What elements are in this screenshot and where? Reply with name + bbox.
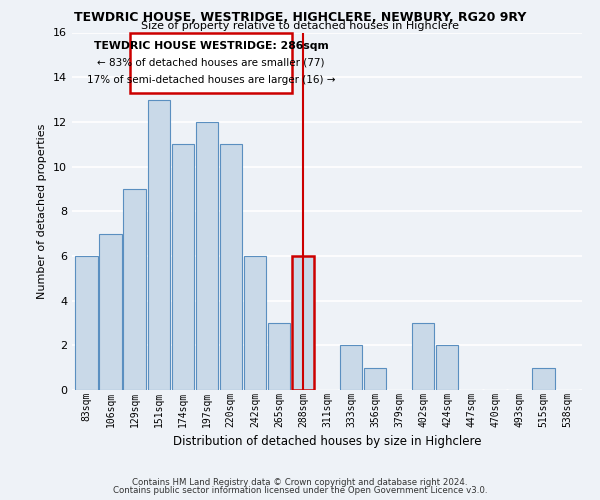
Text: Size of property relative to detached houses in Highclere: Size of property relative to detached ho… <box>141 21 459 31</box>
Y-axis label: Number of detached properties: Number of detached properties <box>37 124 47 299</box>
Text: TEWDRIC HOUSE WESTRIDGE: 286sqm: TEWDRIC HOUSE WESTRIDGE: 286sqm <box>94 41 328 51</box>
Text: Contains HM Land Registry data © Crown copyright and database right 2024.: Contains HM Land Registry data © Crown c… <box>132 478 468 487</box>
Bar <box>292 256 314 390</box>
Bar <box>340 346 362 390</box>
Bar <box>100 234 122 390</box>
Bar <box>172 144 194 390</box>
Bar <box>268 323 290 390</box>
Text: 17% of semi-detached houses are larger (16) →: 17% of semi-detached houses are larger (… <box>86 74 335 85</box>
Bar <box>412 323 434 390</box>
Text: TEWDRIC HOUSE, WESTRIDGE, HIGHCLERE, NEWBURY, RG20 9RY: TEWDRIC HOUSE, WESTRIDGE, HIGHCLERE, NEW… <box>74 11 526 24</box>
Bar <box>436 346 458 390</box>
Bar <box>364 368 386 390</box>
Bar <box>148 100 170 390</box>
Bar <box>196 122 218 390</box>
Bar <box>220 144 242 390</box>
Text: ← 83% of detached houses are smaller (77): ← 83% of detached houses are smaller (77… <box>97 58 325 68</box>
Text: Contains public sector information licensed under the Open Government Licence v3: Contains public sector information licen… <box>113 486 487 495</box>
FancyBboxPatch shape <box>130 32 292 93</box>
Bar <box>244 256 266 390</box>
X-axis label: Distribution of detached houses by size in Highclere: Distribution of detached houses by size … <box>173 435 481 448</box>
Bar <box>532 368 554 390</box>
Bar <box>124 189 146 390</box>
Bar <box>76 256 98 390</box>
